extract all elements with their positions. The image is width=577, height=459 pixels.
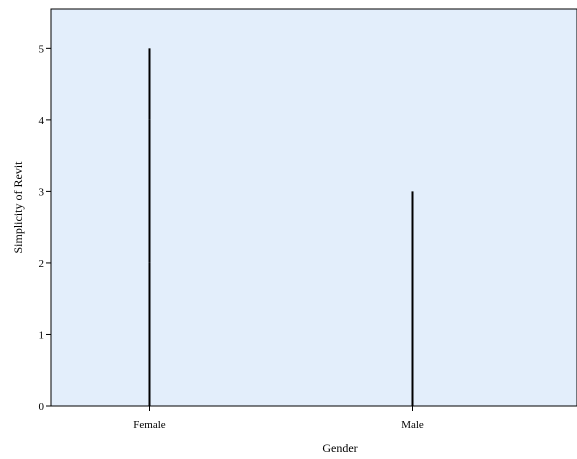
x-tick-label-male: Male [401, 419, 424, 431]
y-tick-label: 3 [39, 186, 45, 198]
x-axis-title: Gender [322, 441, 357, 455]
y-tick-label: 5 [39, 43, 45, 55]
y-ticks-group: 0 1 2 3 4 5 [39, 43, 51, 413]
x-ticks-group: Female Male [133, 406, 424, 431]
y-tick-label: 1 [39, 329, 45, 341]
y-tick-label: 2 [39, 258, 45, 270]
plot-area [50, 8, 577, 407]
y-tick-label: 4 [39, 115, 45, 127]
x-tick-label-female: Female [133, 419, 165, 431]
y-tick-label: 0 [39, 401, 45, 413]
y-axis-title: Simplicity of Revit [11, 161, 25, 254]
bars-group [148, 48, 414, 406]
